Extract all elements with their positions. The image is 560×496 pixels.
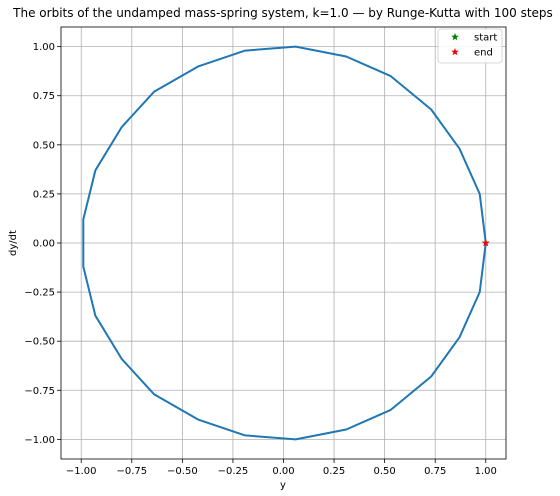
series-line-0 <box>82 45 487 441</box>
x-axis: −1.00 −0.75 −0.50 −0.25 0.00 0.25 0.50 0.75 1.00 <box>66 459 497 477</box>
x-tick-label: 0.75 <box>424 466 446 477</box>
x-tick-label: −0.50 <box>167 466 198 477</box>
x-tick-label: −0.75 <box>116 466 147 477</box>
legend-start-marker <box>451 33 459 41</box>
y-tick-label: −0.75 <box>24 386 55 397</box>
y-tick-label: 0.50 <box>33 140 55 151</box>
y-tick-label: −0.50 <box>24 337 55 348</box>
x-tick-label: 0.50 <box>374 466 396 477</box>
end-marker <box>481 239 490 247</box>
x-tick-label: 0.25 <box>323 466 345 477</box>
y-tick-label: −1.00 <box>24 435 55 446</box>
series-layer <box>82 45 487 441</box>
y-tick-label: 0.25 <box>33 189 55 200</box>
x-axis-label: y <box>280 480 286 491</box>
y-tick-label: 0.75 <box>33 91 55 102</box>
x-tick-label: −1.00 <box>66 466 97 477</box>
y-axis-label: dy/dt <box>8 230 19 256</box>
y-axis: −1.00 −0.75 −0.50 −0.25 0.00 0.25 0.50 0.75 1.00 <box>24 42 61 446</box>
grid <box>61 27 506 459</box>
x-tick-label: 0.00 <box>272 466 294 477</box>
legend-start-label: start <box>474 33 497 44</box>
y-tick-label: 1.00 <box>33 42 55 53</box>
legend-end-marker <box>451 48 459 56</box>
y-tick-label: −0.25 <box>24 288 55 299</box>
chart-title: The orbits of the undamped mass-spring s… <box>12 6 553 20</box>
legend: start end <box>437 28 503 64</box>
x-tick-label: 1.00 <box>475 466 497 477</box>
x-tick-label: −0.25 <box>218 466 249 477</box>
y-tick-label: 0.00 <box>33 239 55 250</box>
markers-layer <box>481 239 490 247</box>
legend-end-label: end <box>474 48 493 59</box>
